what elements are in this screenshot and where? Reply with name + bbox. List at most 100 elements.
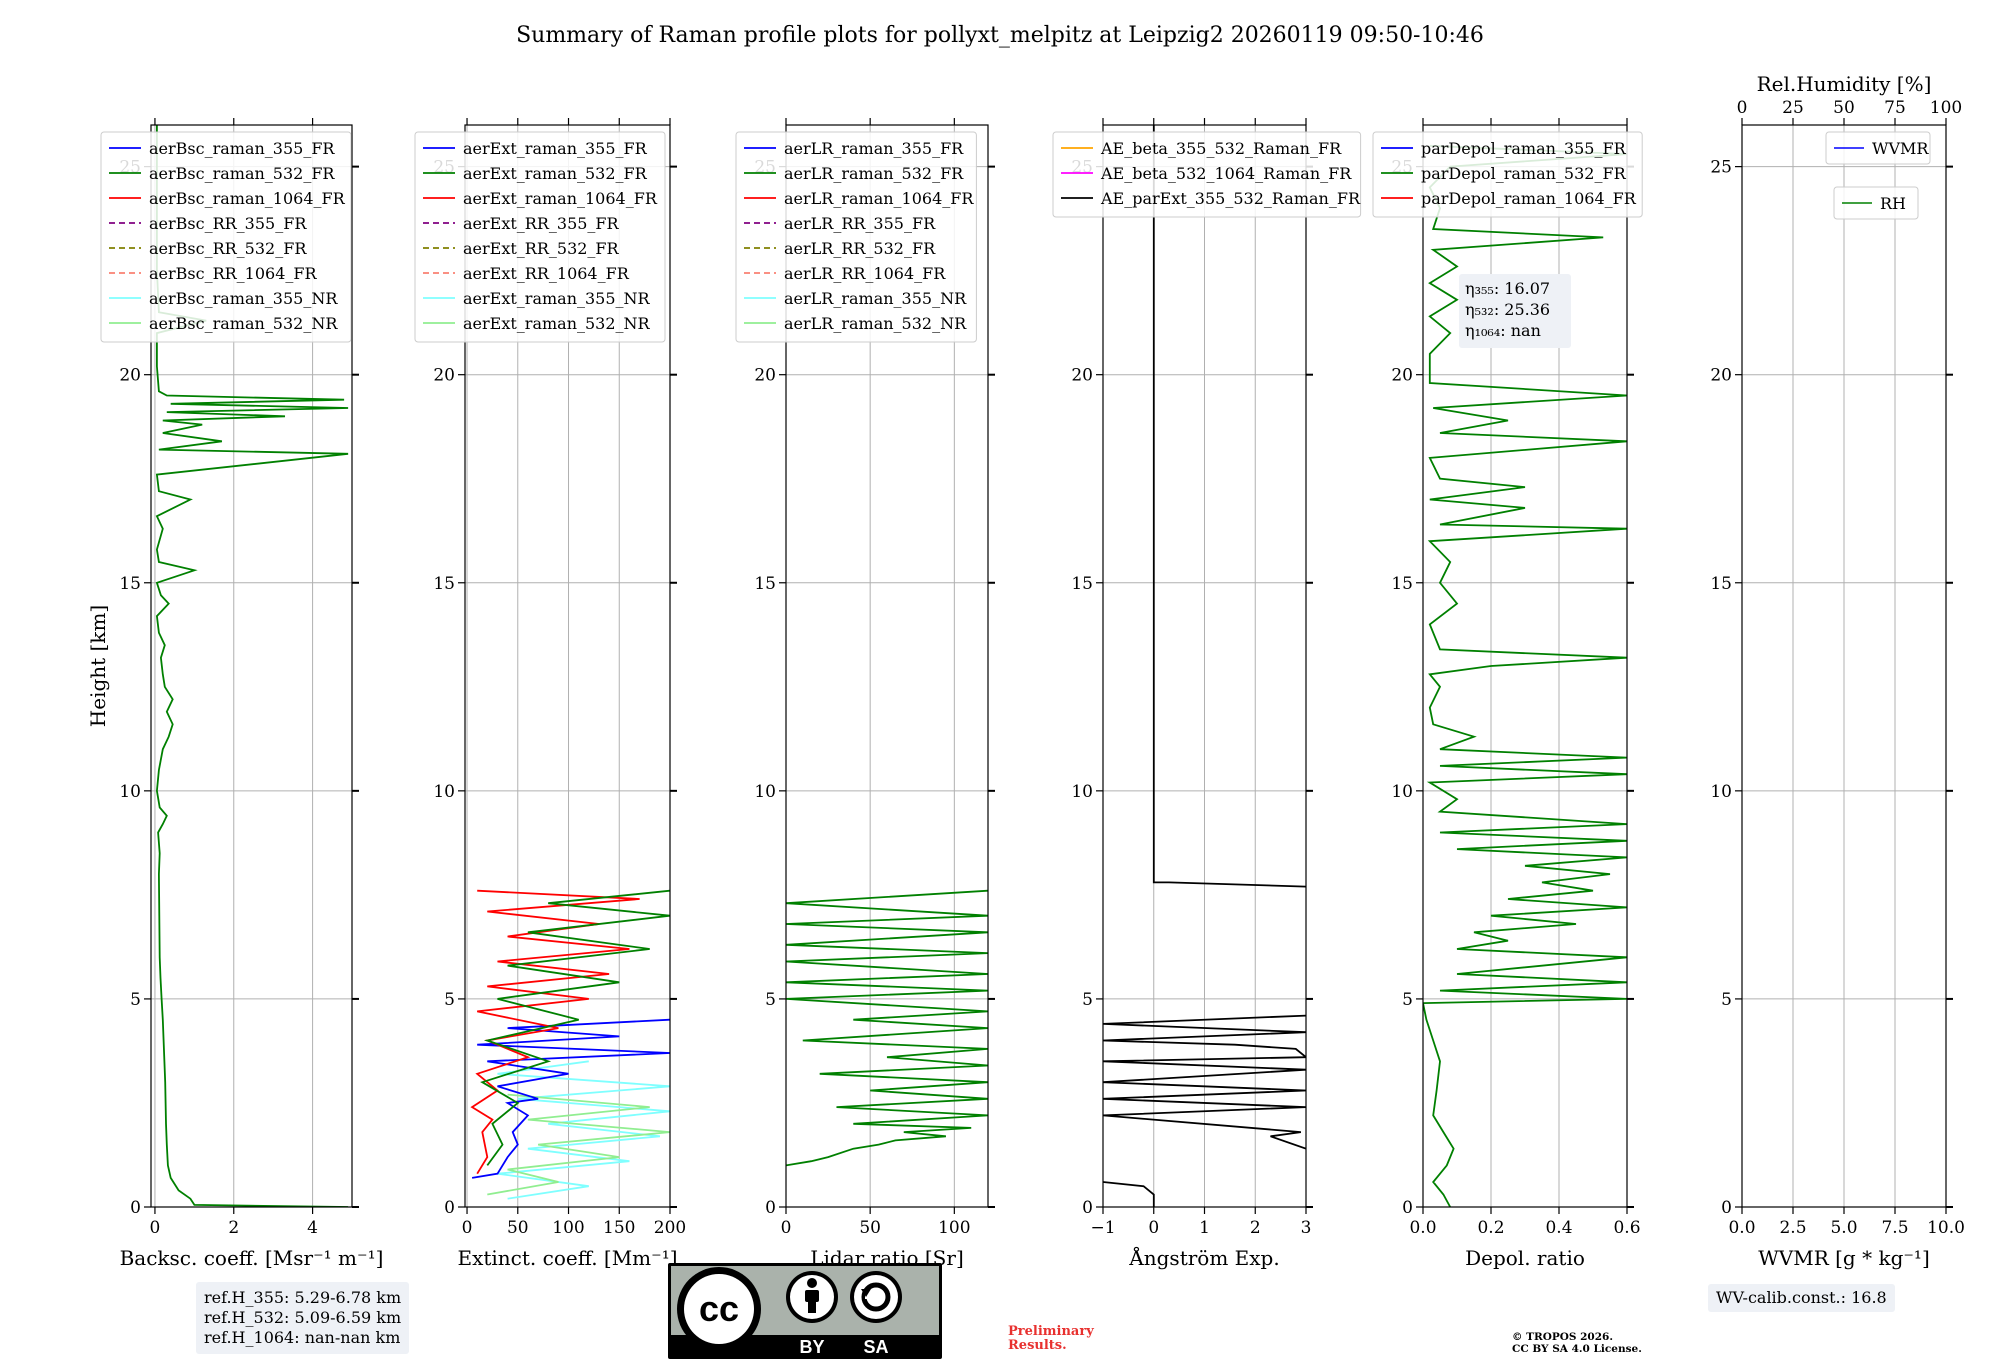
legend-label-wv-0: WVMR bbox=[1872, 139, 1929, 158]
axes-frame-lr bbox=[785, 124, 989, 1208]
ytick-label-lr-4: 20 bbox=[754, 366, 776, 386]
xtick-label-ext-4: 200 bbox=[654, 1218, 686, 1238]
xtick-label-wv-2: 5.0 bbox=[1830, 1218, 1857, 1238]
legend-label-lr-5: aerLR_RR_1064_FR bbox=[784, 264, 946, 283]
series-group-ae bbox=[1103, 125, 1306, 1207]
annotation-line-depol-0: η₃₅₅: 16.07 bbox=[1465, 279, 1550, 298]
xtick-label-depol-3: 0.6 bbox=[1613, 1218, 1640, 1238]
x-axis-label-wv: WVMR [g * kg⁻¹] bbox=[1758, 1246, 1930, 1270]
xtick-label-wv-1: 2.5 bbox=[1779, 1218, 1806, 1238]
series-ext-4 bbox=[480, 889, 670, 1166]
legend-label-ext-1: aerExt_raman_532_FR bbox=[463, 164, 648, 183]
ytick-label-depol-2: 10 bbox=[1391, 782, 1413, 802]
ytick-label-lr-3: 15 bbox=[754, 574, 776, 594]
ytick-label-ae-3: 15 bbox=[1071, 574, 1093, 594]
legend-label-bsc-1: aerBsc_raman_532_FR bbox=[149, 164, 335, 183]
y-axis-label-bsc: Height [km] bbox=[86, 605, 110, 727]
legend-label-lr-7: aerLR_raman_532_NR bbox=[784, 314, 967, 333]
x-axis-label-ext: Extinct. coeff. [Mm⁻¹] bbox=[457, 1246, 677, 1270]
series-ae-1 bbox=[1103, 1014, 1306, 1150]
ytick-label-ext-0: 0 bbox=[444, 1198, 455, 1218]
series-ae-0 bbox=[1103, 1181, 1155, 1207]
xtick-label-ext-2: 100 bbox=[552, 1218, 584, 1238]
series-group-depol bbox=[1423, 144, 1627, 1207]
series-lr-0 bbox=[786, 889, 988, 1167]
xtick-label-lr-2: 100 bbox=[938, 1218, 970, 1238]
xtick-label-ae-4: 3 bbox=[1301, 1218, 1312, 1238]
ytick-label-ae-4: 20 bbox=[1071, 366, 1093, 386]
top-xtick-label-wv-0: 0 bbox=[1737, 98, 1748, 118]
ytick-label-depol-4: 20 bbox=[1391, 366, 1413, 386]
annotation-depol: η₃₅₅: 16.07 η₅₃₂: 25.36 η₁₀₆₄: nan bbox=[1459, 274, 1571, 348]
ref-height-355: ref.H_355: 5.29-6.78 km bbox=[204, 1288, 402, 1307]
legend-ext: aerExt_raman_355_FR aerExt_raman_532_FRae… bbox=[414, 131, 666, 343]
legend-label-bsc-2: aerBsc_raman_1064_FR bbox=[149, 189, 346, 208]
legend-label-ae-0: AE_beta_355_532_Raman_FR bbox=[1100, 139, 1342, 158]
legend-depol: parDepol_raman_355_FR parDepol_raman_532_… bbox=[1372, 131, 1643, 218]
xtick-label-lr-0: 0 bbox=[781, 1218, 792, 1238]
xtick-label-ae-1: 0 bbox=[1148, 1218, 1159, 1238]
legend-label-lr-3: aerLR_RR_355_FR bbox=[784, 214, 936, 233]
legend-label-depol-1: parDepol_raman_532_FR bbox=[1421, 164, 1627, 183]
ref-height-1064: ref.H_1064: nan-nan km bbox=[204, 1328, 401, 1347]
legend-label-ext-6: aerExt_raman_355_NR bbox=[463, 289, 651, 308]
legend-label-ae-2: AE_parExt_355_532_Raman_FR bbox=[1100, 189, 1361, 208]
ytick-label-depol-0: 0 bbox=[1402, 1198, 1413, 1218]
cc-license-badge: cc BY SA bbox=[668, 1263, 942, 1363]
tropos-line-1: © TROPOS 2026. bbox=[1512, 1331, 1614, 1343]
ytick-label-lr-2: 10 bbox=[754, 782, 776, 802]
legend-label-bsc-4: aerBsc_RR_532_FR bbox=[149, 239, 307, 258]
ytick-label-ae-1: 5 bbox=[1082, 990, 1093, 1010]
preliminary-line-1: Preliminary bbox=[1008, 1324, 1094, 1339]
preliminary-line-2: Results. bbox=[1008, 1338, 1067, 1353]
ytick-label-ae-0: 0 bbox=[1082, 1198, 1093, 1218]
annotation-box-depol bbox=[1459, 274, 1571, 348]
ytick-label-ext-4: 20 bbox=[433, 366, 455, 386]
cc-text: cc bbox=[699, 1288, 739, 1329]
xtick-label-bsc-0: 0 bbox=[150, 1218, 161, 1238]
legend-label-ext-4: aerExt_RR_532_FR bbox=[463, 239, 620, 258]
annotation-line-depol-2: η₁₀₆₄: nan bbox=[1465, 321, 1541, 340]
legend-label-wv-1: RH bbox=[1880, 194, 1906, 213]
xtick-label-ext-1: 50 bbox=[507, 1218, 529, 1238]
top-xtick-label-wv-1: 25 bbox=[1782, 98, 1804, 118]
ytick-label-bsc-0: 0 bbox=[130, 1198, 141, 1218]
xtick-label-wv-3: 7.5 bbox=[1881, 1218, 1908, 1238]
axes-frame-depol bbox=[1422, 124, 1628, 1208]
ytick-label-ext-3: 15 bbox=[433, 574, 455, 594]
legend-box-depol bbox=[1372, 131, 1643, 218]
ytick-label-ae-2: 10 bbox=[1071, 782, 1093, 802]
ytick-label-bsc-4: 20 bbox=[119, 366, 141, 386]
legend-ae: AE_beta_355_532_Raman_FR AE_beta_532_1064… bbox=[1052, 131, 1362, 218]
panel-bsc: 0510152025024Backsc. coeff. [Msr⁻¹ m⁻¹]H… bbox=[86, 118, 383, 1270]
ytick-label-bsc-1: 5 bbox=[130, 990, 141, 1010]
legend-box-bsc bbox=[100, 131, 352, 343]
xtick-label-bsc-2: 4 bbox=[307, 1218, 318, 1238]
legend-label-bsc-6: aerBsc_raman_355_NR bbox=[149, 289, 338, 308]
legend-box-lr bbox=[735, 131, 977, 343]
ytick-label-wv-1: 5 bbox=[1721, 990, 1732, 1010]
ytick-label-bsc-3: 15 bbox=[119, 574, 141, 594]
legend-box-ae bbox=[1052, 131, 1362, 218]
sa-label: SA bbox=[863, 1337, 888, 1357]
series-ext-0 bbox=[497, 1060, 670, 1200]
legend-label-bsc-3: aerBsc_RR_355_FR bbox=[149, 214, 307, 233]
xtick-label-lr-1: 50 bbox=[859, 1218, 881, 1238]
legend-label-ext-2: aerExt_raman_1064_FR bbox=[463, 189, 658, 208]
annotation-line-depol-1: η₅₃₂: 25.36 bbox=[1465, 300, 1550, 319]
ytick-label-wv-2: 10 bbox=[1710, 782, 1732, 802]
ytick-label-depol-1: 5 bbox=[1402, 990, 1413, 1010]
series-ext-2 bbox=[471, 1018, 670, 1179]
top-xtick-label-wv-3: 75 bbox=[1884, 98, 1906, 118]
legend-label-lr-4: aerLR_RR_532_FR bbox=[784, 239, 936, 258]
ytick-label-lr-1: 5 bbox=[765, 990, 776, 1010]
panel-wv: 0 5 10 15 20 25 0.0 2.5 5.0 7.5 10.0 0 25 50 75 100Rel.… bbox=[1710, 72, 1965, 1270]
series-group-lr bbox=[786, 889, 988, 1167]
wv-calib-box: WV-calib.const.: 16.8 bbox=[1708, 1284, 1895, 1312]
ref-height-box: ref.H_355: 5.29-6.78 km ref.H_532: 5.09-… bbox=[196, 1282, 410, 1354]
x-axis-label-depol: Depol. ratio bbox=[1465, 1246, 1585, 1270]
xtick-label-ae-2: 1 bbox=[1199, 1218, 1210, 1238]
chart-title: Summary of Raman profile plots for polly… bbox=[516, 23, 1484, 48]
